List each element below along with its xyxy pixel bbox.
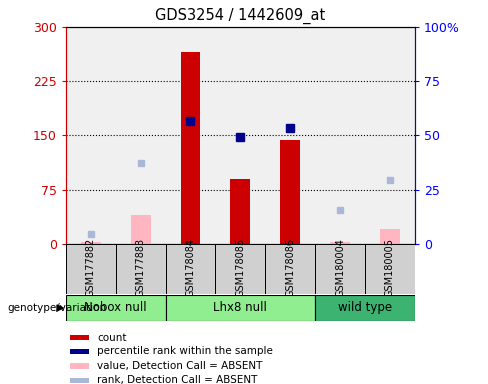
Bar <box>70 378 89 383</box>
Title: GDS3254 / 1442609_at: GDS3254 / 1442609_at <box>155 8 325 24</box>
Text: GSM180005: GSM180005 <box>385 238 395 297</box>
Bar <box>365 244 415 294</box>
Bar <box>181 52 201 244</box>
Bar <box>315 244 365 294</box>
Text: GSM178085: GSM178085 <box>235 238 245 297</box>
Text: GSM178086: GSM178086 <box>285 238 295 297</box>
Text: GSM177882: GSM177882 <box>86 238 96 298</box>
Text: GSM177883: GSM177883 <box>136 238 145 297</box>
Bar <box>131 215 151 244</box>
Text: count: count <box>97 333 126 343</box>
Text: wild type: wild type <box>338 301 392 314</box>
Text: GSM178084: GSM178084 <box>185 238 196 297</box>
Bar <box>265 244 315 294</box>
Bar <box>315 295 415 321</box>
Text: rank, Detection Call = ABSENT: rank, Detection Call = ABSENT <box>97 376 257 384</box>
Bar <box>70 364 89 369</box>
Bar <box>230 179 250 244</box>
Text: value, Detection Call = ABSENT: value, Detection Call = ABSENT <box>97 361 263 371</box>
Bar <box>66 244 116 294</box>
Text: percentile rank within the sample: percentile rank within the sample <box>97 346 273 356</box>
Bar <box>70 335 89 340</box>
Bar <box>165 244 215 294</box>
Bar <box>70 349 89 354</box>
Bar <box>380 229 400 244</box>
Bar <box>330 242 350 244</box>
Text: GSM180004: GSM180004 <box>335 238 345 297</box>
Bar <box>215 244 265 294</box>
Bar <box>165 295 315 321</box>
Text: Lhx8 null: Lhx8 null <box>213 301 267 314</box>
Bar <box>116 244 165 294</box>
Bar <box>81 242 101 244</box>
Text: genotype/variation: genotype/variation <box>7 303 106 313</box>
Bar <box>280 141 300 244</box>
Text: Nobox null: Nobox null <box>84 301 147 314</box>
Bar <box>66 295 165 321</box>
